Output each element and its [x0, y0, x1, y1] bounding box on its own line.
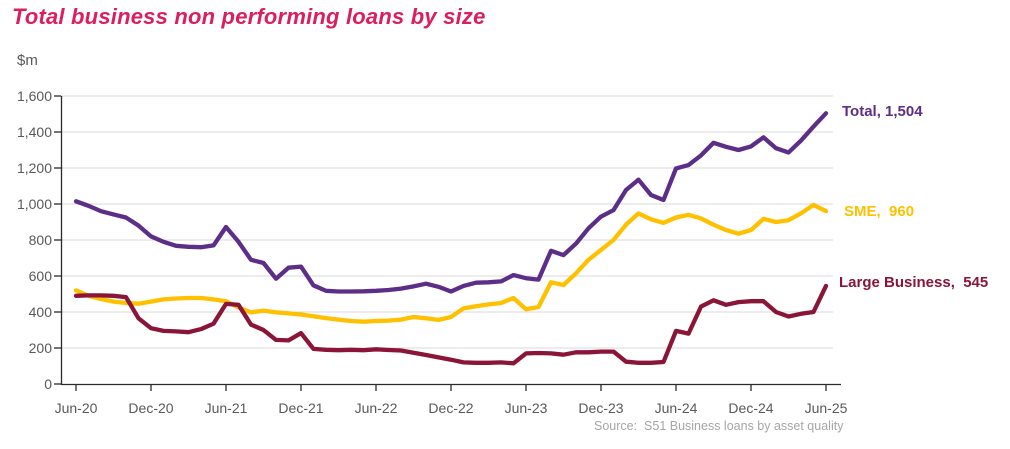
x-axis-tick-label: Dec-24: [728, 400, 773, 416]
y-axis-tick-label: 800: [29, 232, 53, 248]
x-axis-tick-label: Dec-23: [578, 400, 623, 416]
chart-title: Total business non performing loans by s…: [12, 4, 486, 29]
y-axis-tick-label: 1,600: [17, 88, 52, 104]
y-axis-tick-label: 400: [29, 304, 53, 320]
y-axis-tick-label: 1,000: [17, 196, 52, 212]
y-axis-tick-label: 1,200: [17, 160, 52, 176]
x-axis-tick-label: Jun-22: [355, 400, 398, 416]
x-axis-tick-label: Jun-25: [805, 400, 848, 416]
sme-line: [73, 202, 829, 324]
y-axis-tick-label: 600: [29, 268, 53, 284]
x-axis-tick-label: Jun-23: [505, 400, 548, 416]
x-axis-tick-label: Jun-20: [55, 400, 98, 416]
y-axis-tick-label: 0: [44, 376, 52, 392]
source-note: Source: S51 Business loans by asset qual…: [594, 419, 844, 433]
total-end-label: Total, 1,504: [842, 103, 923, 120]
total-line: [73, 111, 829, 294]
x-axis-tick-label: Dec-22: [428, 400, 473, 416]
large-business-end-label: Large Business, 545: [839, 274, 989, 291]
x-axis-tick-label: Jun-21: [205, 400, 248, 416]
y-axis-tick-label: 1,400: [17, 124, 52, 140]
y-axis-unit-label: $m: [17, 52, 38, 69]
y-axis-tick-label: 200: [29, 340, 53, 356]
sme-end-label: SME, 960: [844, 203, 915, 220]
x-axis-tick-label: Jun-24: [655, 400, 698, 416]
large-line: [73, 283, 829, 366]
x-axis-tick-label: Dec-20: [128, 400, 173, 416]
x-axis-tick-label: Dec-21: [278, 400, 323, 416]
